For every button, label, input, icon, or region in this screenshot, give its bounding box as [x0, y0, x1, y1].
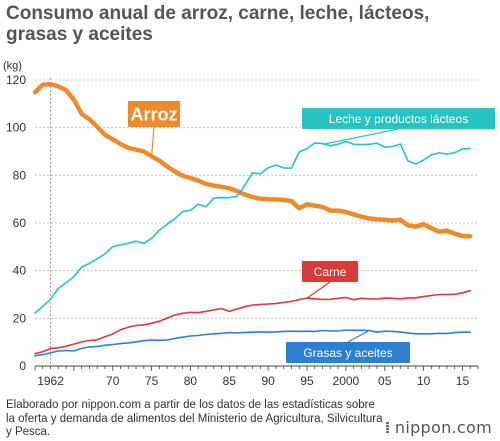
brand-name: nippon.com	[394, 418, 492, 437]
y-tick-label: 0	[19, 359, 26, 373]
series-line	[34, 329, 472, 357]
x-tick-label: 85	[223, 374, 237, 388]
y-tick-label: 20	[13, 311, 27, 325]
series-line	[34, 289, 472, 355]
x-tick-label: 15	[456, 374, 470, 388]
label-leader-line	[322, 128, 399, 145]
x-tick-label: 95	[300, 374, 314, 388]
series-line	[32, 81, 473, 239]
label-box	[286, 342, 410, 363]
brand-icon: ⁞	[384, 418, 391, 437]
x-tick-label: 05	[378, 374, 392, 388]
y-axis-unit: (kg)	[3, 60, 22, 72]
x-tick-label: 10	[417, 374, 431, 388]
x-tick-label: 80	[184, 374, 198, 388]
x-tick-label: 90	[261, 374, 275, 388]
x-tick-label: 2000	[333, 374, 360, 388]
y-axis-ticks: 0 20 40 60 80 100 120	[6, 73, 26, 373]
series-labels: Arroz Leche y productos lácteos Carne Grasa…	[128, 101, 495, 363]
series-label: Grasas y aceites	[303, 346, 392, 360]
y-tick-label: 40	[13, 264, 27, 278]
series-label: Leche y productos lácteos	[329, 112, 468, 126]
x-tick-label: 1962	[37, 374, 64, 388]
chart-title: Consumo anual de arroz, carne, leche, lá…	[6, 3, 430, 45]
series-label: Carne	[314, 265, 347, 279]
brand-logo: ⁞ nippon.com	[385, 418, 492, 437]
y-tick-label: 100	[6, 121, 26, 135]
x-tick-label: 70	[106, 374, 120, 388]
series-label: Arroz	[130, 104, 177, 124]
label-leader-line	[347, 329, 370, 343]
series-lines	[32, 81, 473, 357]
x-tick-label: 75	[145, 374, 159, 388]
y-tick-label: 60	[13, 216, 27, 230]
label-box	[302, 261, 358, 282]
source-note: Elaborado por nippon.com a partir de los…	[6, 399, 383, 438]
x-axis-ticks: 1962 70 75 80 85 90 95 2000 05 10 15	[34, 366, 479, 388]
y-tick-label: 80	[13, 168, 27, 182]
label-box	[128, 101, 180, 127]
label-leader-line	[150, 126, 155, 157]
label-box	[302, 108, 495, 129]
label-leader-line	[306, 281, 331, 299]
y-tick-label: 120	[6, 73, 26, 87]
series-line	[34, 140, 472, 314]
